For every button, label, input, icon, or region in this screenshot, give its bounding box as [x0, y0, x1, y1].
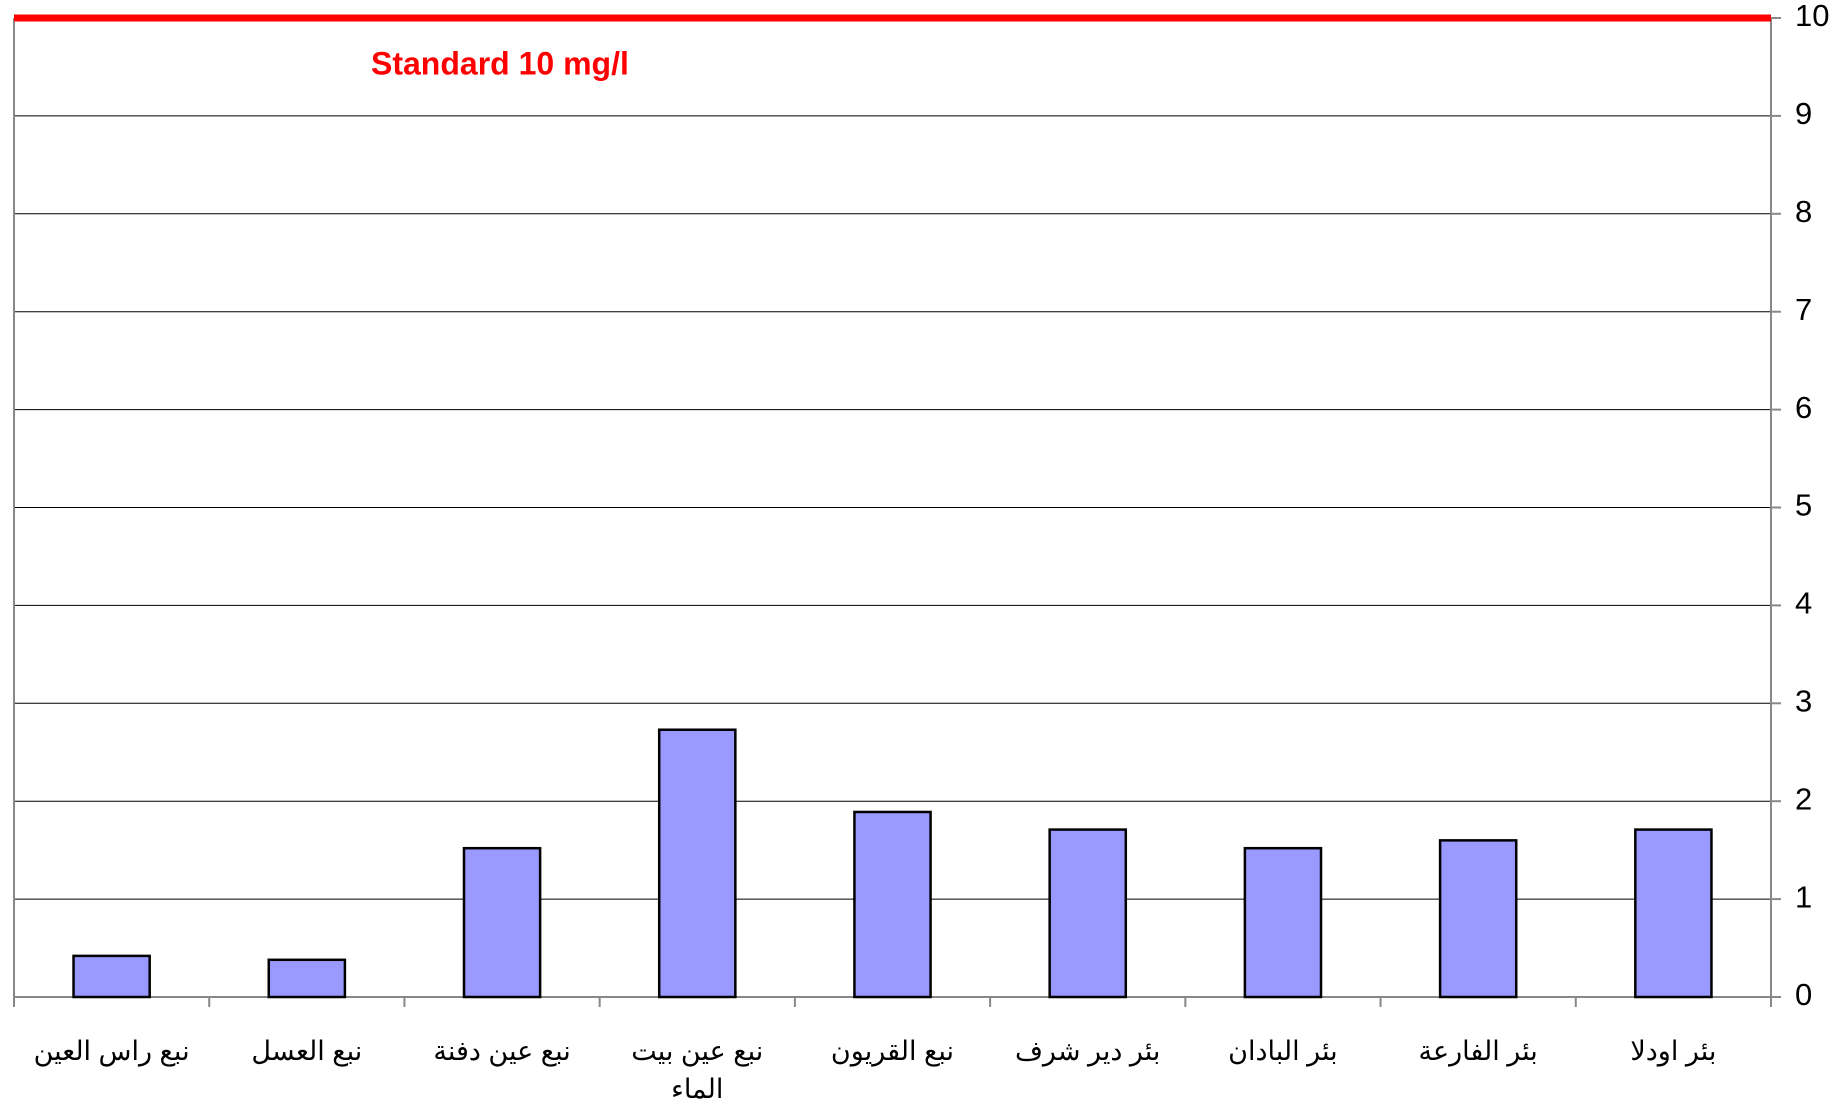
x-tick-label: بئر الفارعة: [1418, 1036, 1538, 1066]
bar: [267, 958, 347, 999]
y-tick-label: 7: [1795, 292, 1812, 327]
x-tick-label: بئر دير شرف: [1014, 1036, 1161, 1066]
bar: [462, 846, 542, 999]
y-tick-label: 0: [1795, 977, 1812, 1012]
y-tick-label: 5: [1795, 488, 1812, 523]
y-tick-label: 4: [1795, 586, 1812, 621]
x-tick-label: بئر اودلا: [1630, 1036, 1717, 1066]
x-tick-label: نبع القريون: [830, 1036, 955, 1066]
x-tick-label: نبع العسل: [251, 1036, 363, 1066]
bar: [1634, 828, 1713, 999]
x-tick-label: بئر البادان: [1228, 1036, 1338, 1066]
y-tick-label: 3: [1795, 683, 1812, 718]
bar: [657, 728, 737, 999]
bar: [1048, 828, 1128, 999]
x-tick-label: نبع عين دفنة: [433, 1036, 571, 1066]
bar: [853, 810, 932, 999]
x-tick-label: نبع راس العين: [33, 1036, 190, 1066]
annotation: Standard 10 mg/l: [371, 45, 629, 81]
x-tick-label: نبع عين بيت الماء: [631, 1036, 764, 1104]
y-tick-label: 9: [1795, 96, 1812, 131]
bar: [1438, 839, 1518, 999]
y-tick-label: 10: [1795, 0, 1829, 33]
y-tick-label: 1: [1795, 879, 1812, 914]
y-tick-label: 8: [1795, 194, 1812, 229]
y-tick-label: 6: [1795, 390, 1812, 425]
bar: [1243, 846, 1323, 999]
bar: [72, 954, 151, 999]
y-tick-label: 2: [1795, 781, 1812, 816]
